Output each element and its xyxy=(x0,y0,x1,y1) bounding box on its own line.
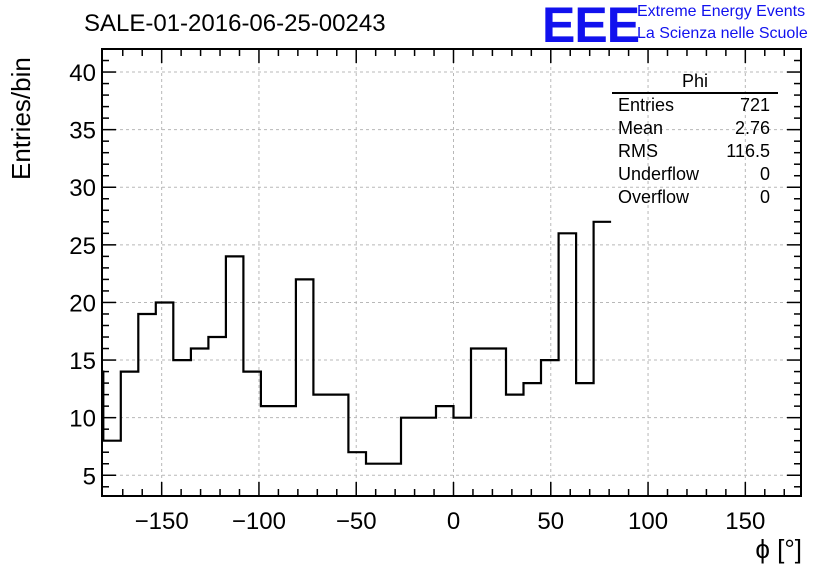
histogram-bin xyxy=(261,406,279,496)
stats-label: Mean xyxy=(618,118,664,138)
chart-title: SALE-01-2016-06-25-00243 xyxy=(84,10,386,37)
stats-value: 0 xyxy=(759,164,770,184)
histogram-bin xyxy=(418,418,436,496)
histogram-bin xyxy=(208,337,226,496)
histogram-bin xyxy=(331,395,349,496)
histogram-bin xyxy=(348,452,366,496)
stats-row-overflow: Overflow 0 xyxy=(610,186,778,209)
histogram-bin xyxy=(436,406,454,496)
logo-text-line1: Extreme Energy Events xyxy=(637,3,806,20)
histogram-bins xyxy=(102,222,611,496)
stats-label: Overflow xyxy=(618,187,690,207)
histogram-bin xyxy=(278,406,296,496)
histogram-bin xyxy=(243,372,261,496)
histogram-bin xyxy=(121,372,139,496)
stats-label: Entries xyxy=(618,95,675,115)
x-tick-label: 100 xyxy=(628,508,668,535)
histogram-bin xyxy=(506,395,524,496)
stats-box: Phi Entries 721 Mean 2.76 RMS 116.5 Unde… xyxy=(610,70,778,209)
stats-row-entries: Entries 721 xyxy=(610,94,778,117)
y-tick-label: 20 xyxy=(69,290,96,317)
stats-label: RMS xyxy=(618,141,658,161)
histogram-bin xyxy=(383,464,401,496)
histogram-series-line xyxy=(102,220,612,465)
y-tick-label: 15 xyxy=(69,348,96,375)
histogram-bin xyxy=(296,279,314,496)
stats-value: 0 xyxy=(759,187,770,207)
histogram-bin xyxy=(313,395,331,496)
stats-value: 116.5 xyxy=(726,141,770,161)
stats-row-rms: RMS 116.5 xyxy=(610,140,778,163)
y-tick-label: 35 xyxy=(69,118,96,145)
histogram-bin xyxy=(471,349,489,496)
x-tick-label: −50 xyxy=(336,508,377,535)
y-tick-label: 30 xyxy=(69,175,96,202)
stats-label: Underflow xyxy=(618,164,700,184)
histogram-bin xyxy=(576,383,594,496)
logo-text-line2: La Scienza nelle Scuole xyxy=(637,25,808,42)
x-tick-label: 0 xyxy=(447,508,460,535)
histogram-bin xyxy=(103,441,121,496)
histogram-bin xyxy=(226,256,244,496)
histogram-bin xyxy=(366,464,384,496)
axis-ticks xyxy=(102,49,801,496)
x-tick-label: −100 xyxy=(232,508,286,535)
plot-frame xyxy=(101,48,802,497)
x-tick-label: 50 xyxy=(537,508,564,535)
histogram-bin xyxy=(524,383,542,496)
x-tick-labels: −150 −100 −50 0 50 100 150 xyxy=(135,508,766,535)
histogram-bin xyxy=(454,418,472,496)
stats-row-mean: Mean 2.76 xyxy=(610,117,778,140)
x-tick-label: 150 xyxy=(725,508,765,535)
x-axis-label: ϕ [°] xyxy=(755,534,802,564)
histogram-bin xyxy=(156,302,174,496)
y-tick-labels: 5 10 15 20 25 30 35 40 xyxy=(69,60,96,490)
histogram-bin xyxy=(102,372,103,496)
stats-value: 2.76 xyxy=(734,118,770,138)
y-tick-label: 5 xyxy=(83,463,96,490)
histogram-bin xyxy=(138,314,156,496)
histogram-bin xyxy=(191,349,209,496)
stats-value: 721 xyxy=(739,95,770,115)
histogram-bin xyxy=(594,222,612,496)
x-tick-label: −150 xyxy=(135,508,189,535)
y-tick-label: 40 xyxy=(69,60,96,87)
histogram-bin xyxy=(489,349,507,496)
eee-logo: EEE xyxy=(542,0,640,53)
y-tick-label: 10 xyxy=(69,406,96,433)
stats-row-underflow: Underflow 0 xyxy=(610,163,778,186)
histogram-bin xyxy=(559,233,577,496)
histogram-bin xyxy=(541,360,559,496)
stats-title: Phi xyxy=(612,70,778,94)
y-axis-label: Entries/bin xyxy=(6,57,36,180)
histogram-bin xyxy=(173,360,191,496)
grid-lines xyxy=(102,49,801,496)
histogram-bin xyxy=(401,418,419,496)
y-tick-label: 25 xyxy=(69,233,96,260)
